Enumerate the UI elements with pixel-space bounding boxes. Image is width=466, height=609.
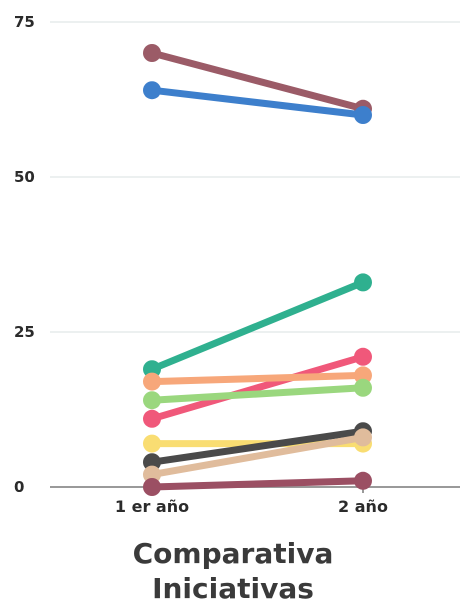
data-point (354, 347, 372, 366)
series-line (148, 384, 367, 404)
data-point (354, 471, 372, 490)
data-point (354, 106, 372, 124)
series-3 (143, 347, 372, 428)
series-line (148, 371, 367, 386)
series-line (148, 477, 367, 491)
series-line (148, 427, 367, 466)
series-4 (143, 366, 372, 391)
x-tick-label: 2 año (338, 497, 388, 516)
series-2 (143, 273, 372, 379)
series-group (143, 44, 372, 496)
series-line (148, 49, 367, 113)
data-point (354, 366, 372, 385)
y-tick-label: 75 (14, 13, 35, 31)
series-9 (143, 471, 372, 496)
series-8 (143, 428, 372, 484)
chart-title-line-2: Iniciativas (152, 572, 314, 605)
data-point (143, 391, 161, 410)
series-line (148, 86, 367, 119)
line-chart: 0 25 50 75 1 er año 2 año (14, 13, 460, 516)
series-line (148, 278, 367, 373)
data-point (354, 273, 372, 292)
y-tick-label: 25 (14, 323, 35, 341)
data-point (354, 428, 372, 447)
data-point (143, 478, 161, 496)
series-line (148, 353, 367, 423)
y-tick-label: 0 (14, 478, 24, 496)
data-point (143, 372, 161, 391)
y-axis-ticks: 0 25 50 75 (14, 13, 35, 496)
data-point (143, 360, 161, 379)
x-tick-label: 1 er año (115, 497, 189, 516)
data-point (143, 453, 161, 472)
chart-title-line-1: Comparativa (132, 537, 334, 570)
series-0 (143, 44, 372, 118)
series-line (148, 433, 367, 479)
data-point (143, 44, 161, 62)
x-axis: 1 er año 2 año (50, 486, 460, 516)
series-1 (143, 81, 372, 124)
grid-lines (50, 21, 460, 333)
data-point (354, 378, 372, 397)
data-point (143, 465, 161, 484)
data-point (143, 434, 161, 453)
data-point (143, 409, 161, 428)
series-5 (143, 378, 372, 410)
y-tick-label: 50 (14, 168, 35, 186)
data-point (143, 81, 161, 100)
